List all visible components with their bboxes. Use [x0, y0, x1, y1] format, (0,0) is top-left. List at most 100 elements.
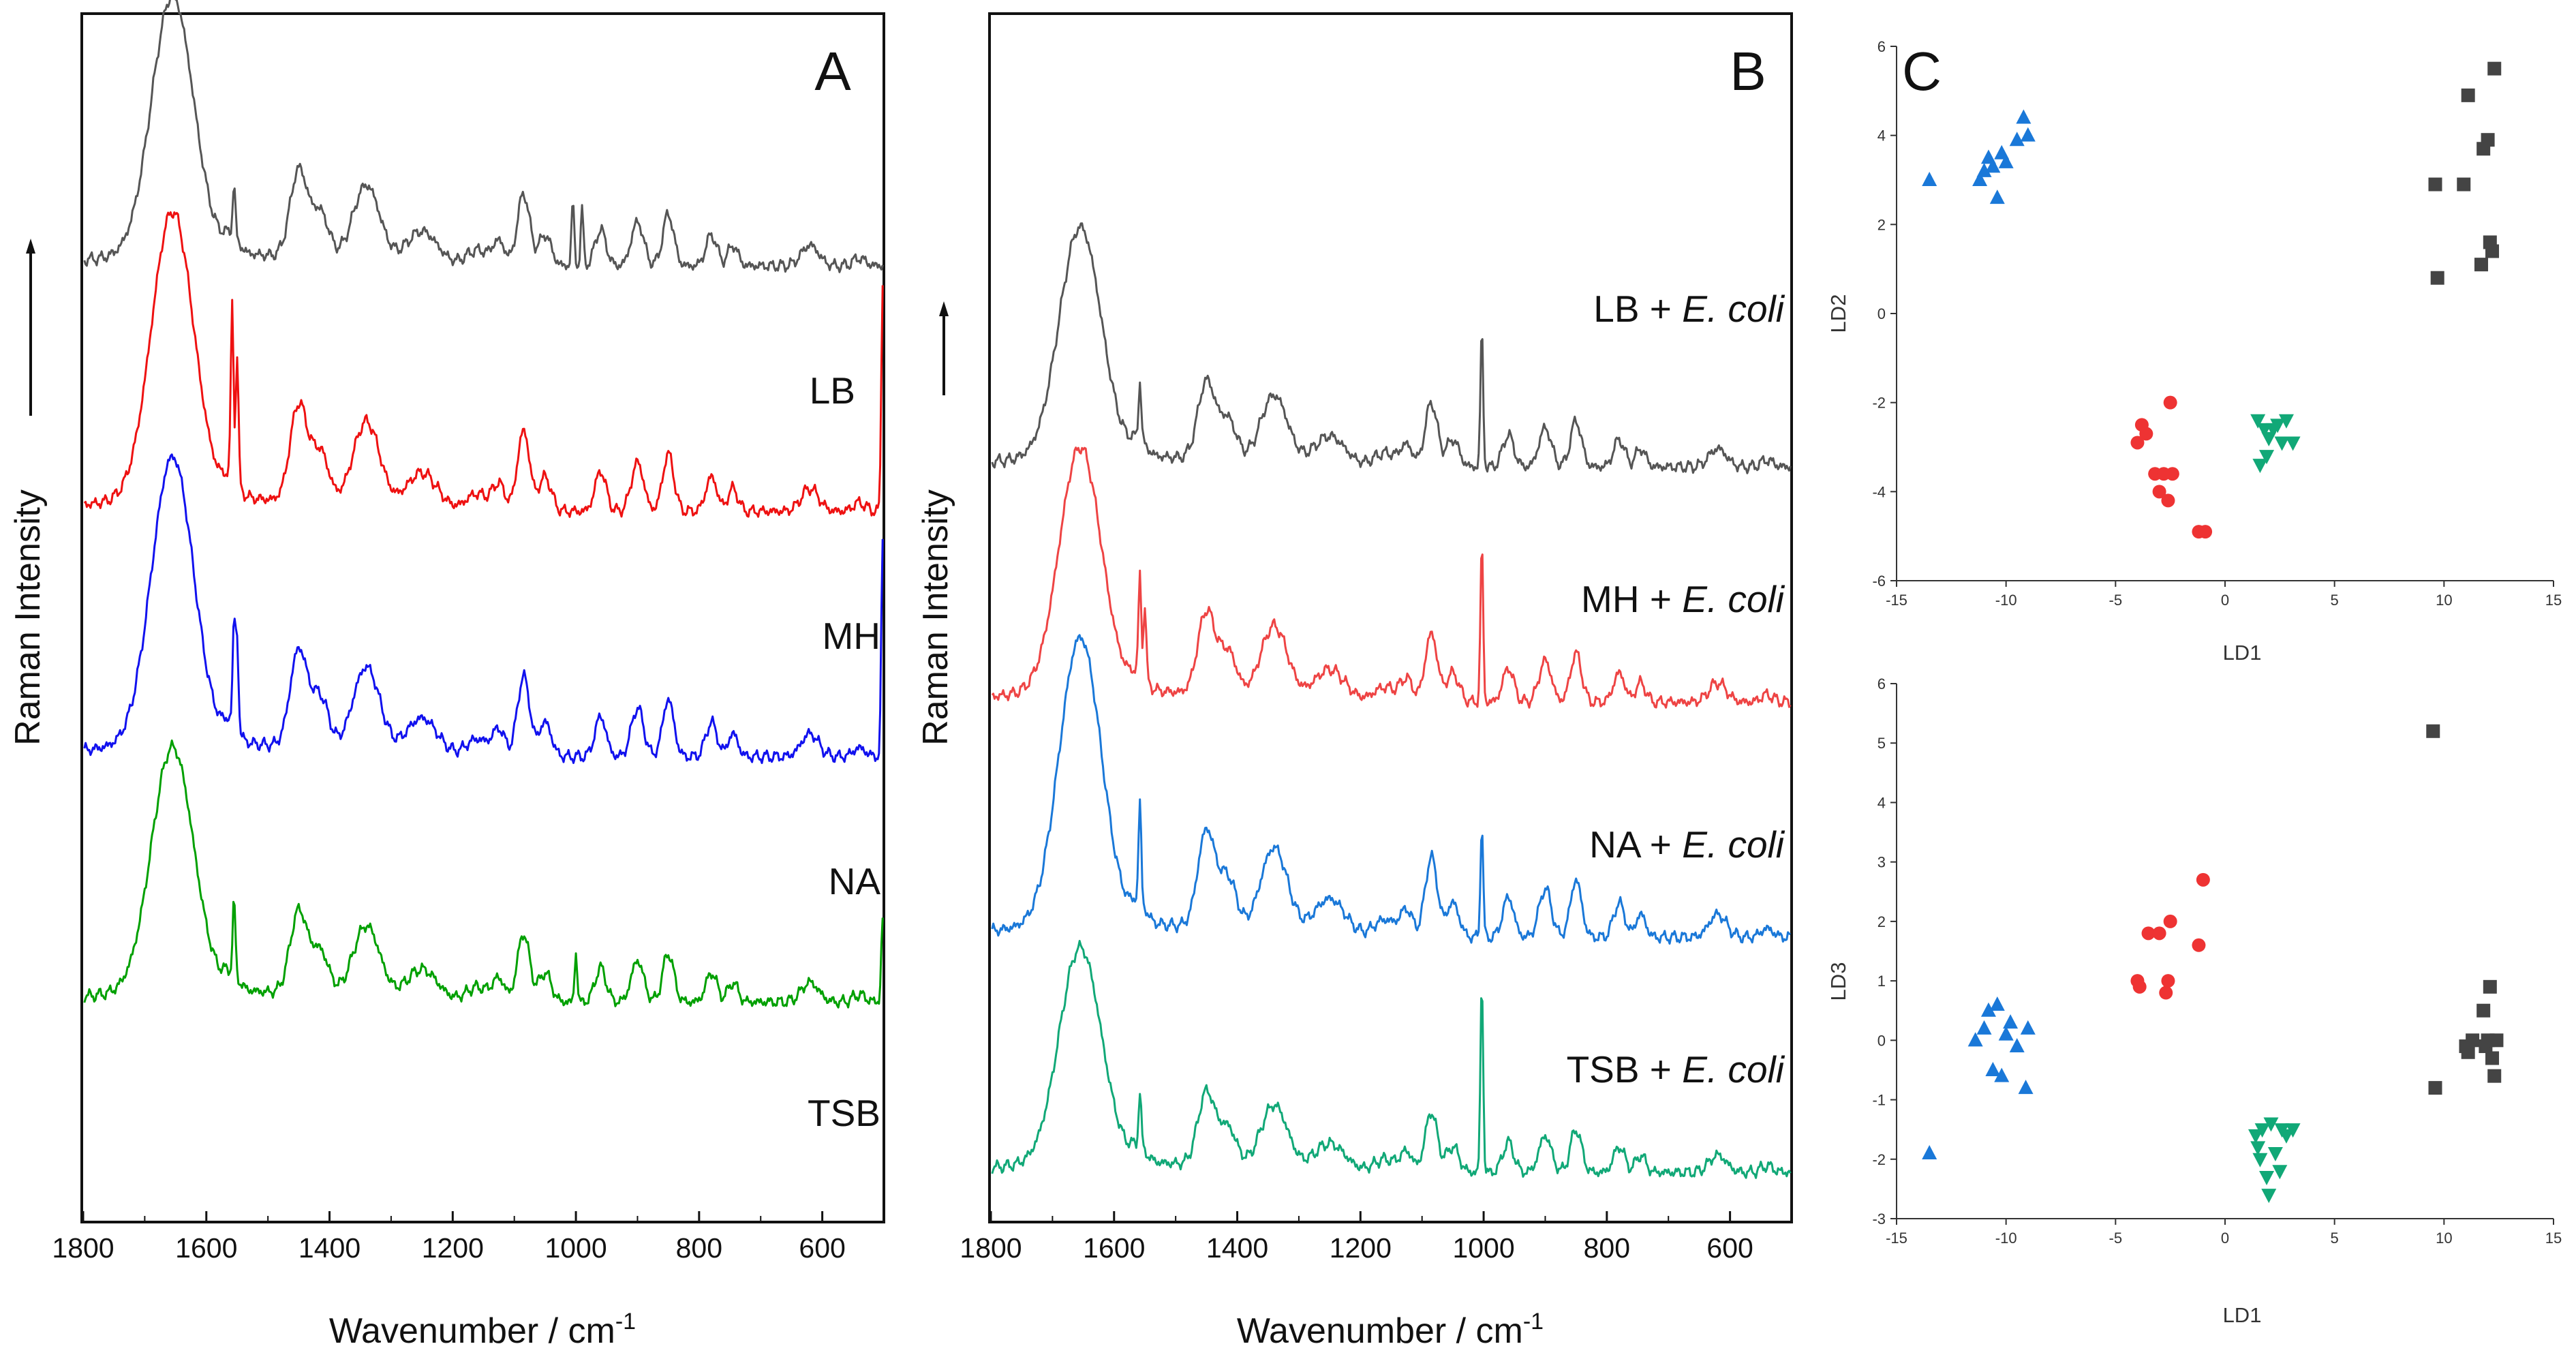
scatter-point-red [2198, 525, 2213, 539]
y-tick-label: -1 [1872, 1092, 1886, 1109]
x-tick-label: 15 [2545, 1230, 2562, 1247]
scatter-point-red [2141, 926, 2156, 941]
panel-a-x-label-sup: -1 [615, 1309, 636, 1335]
x-tick-label: 600 [1706, 1232, 1753, 1264]
x-tick-label: 15 [2545, 592, 2562, 609]
y-tick-label: -2 [1872, 395, 1886, 412]
x-tick-label: 800 [1584, 1232, 1630, 1264]
scatter-point-gray [2426, 724, 2440, 738]
scatter-point-blue [2020, 1020, 2036, 1035]
x-tick-label: 5 [2331, 1230, 2339, 1247]
y-tick-label: 1 [1877, 973, 1886, 990]
panel-b-traces [991, 222, 1792, 1179]
panel-b-label-na-main: NA + [1589, 823, 1682, 866]
scatter-point-blue [1922, 1145, 1937, 1160]
spectrum-line-mh-e-coli [991, 446, 1792, 709]
scatter-point-red [2130, 436, 2145, 450]
panel-b-y-label: Raman Intensity [916, 489, 955, 746]
scatter-point-green [2274, 436, 2290, 451]
panel-a: A 1800 1600 1400 1200 1000 800 600 LB MH NA TS… [8, 0, 885, 1351]
panel-b-label-lb-main: LB + [1593, 288, 1682, 330]
panel-b-label-na-italic: E. coli [1682, 823, 1785, 866]
y-tick-label: 3 [1877, 854, 1886, 871]
x-tick-label: 1000 [1452, 1232, 1514, 1264]
scatter-point-blue [1980, 1002, 1996, 1017]
panel-a-label-na: NA [829, 860, 881, 902]
y-tick-label: 6 [1877, 38, 1886, 55]
scatter-point-blue [2009, 132, 2025, 147]
x-tick-label: 0 [2221, 592, 2229, 609]
panel-b-letter: B [1730, 41, 1766, 102]
scatter-point-green [2272, 1165, 2288, 1180]
scatter-point-red [2165, 467, 2179, 481]
scatter-point-green [2250, 414, 2266, 429]
scatter-point-green [2263, 1117, 2279, 1132]
scatter-point-blue [2018, 1080, 2034, 1095]
x-tick-label: 1400 [298, 1232, 361, 1264]
panel-c-letter: C [1902, 41, 1942, 102]
scatter-point-blue [1994, 1067, 2010, 1082]
panel-b-x-label: Wavenumber / cm-1 [1237, 1309, 1544, 1351]
panel-c-upper-axes: -15 -10 -5 0 5 10 15 -6 -4 -2 0 2 4 6 [1872, 38, 2562, 609]
scatter-point-gray [2485, 244, 2500, 258]
scatter-point-blue [1972, 172, 1988, 186]
y-tick-label: 4 [1877, 794, 1886, 811]
scatter-point-green [2259, 450, 2275, 465]
x-tick-label: 1600 [175, 1232, 237, 1264]
scatter-point-gray [2428, 1081, 2442, 1095]
panel-a-x-label-text: Wavenumber / cm [329, 1311, 615, 1351]
scatter-point-green [2270, 418, 2286, 433]
scatter-point-red [2132, 979, 2147, 994]
panel-c-upper-y-label: LD2 [1826, 294, 1850, 333]
scatter-point-red [2159, 986, 2173, 1000]
panel-a-label-tsb: TSB [808, 1092, 880, 1134]
scatter-point-gray [2457, 177, 2471, 192]
panel-b-x-label-sup: -1 [1523, 1309, 1544, 1335]
spectrum-line-na [83, 453, 884, 764]
panel-b-frame [988, 12, 1793, 1223]
panel-a-label-lb: LB [810, 369, 855, 412]
scatter-point-red [2152, 926, 2166, 941]
x-tick-label: 1200 [422, 1232, 484, 1264]
panel-c-lower-x-label: LD1 [2223, 1303, 2262, 1327]
x-tick-label: -5 [2109, 1230, 2123, 1247]
scatter-point-red [2192, 938, 2206, 952]
y-tick-label: 5 [1877, 735, 1886, 752]
x-tick-label: 1200 [1330, 1232, 1392, 1264]
scatter-point-gray [2481, 133, 2495, 147]
panel-b-label-tsb-main: TSB + [1567, 1048, 1683, 1091]
scatter-point-red [2161, 974, 2175, 988]
x-tick-label: 800 [676, 1232, 722, 1264]
scatter-point-blue [1985, 158, 2001, 173]
panel-b-y-axis-label: Raman Intensity [916, 301, 955, 746]
scatter-point-red [2163, 395, 2177, 410]
panel-b-x-ticks: 1800 1600 1400 1200 1000 800 600 [960, 1211, 1753, 1264]
scatter-point-gray [2477, 1003, 2491, 1018]
y-tick-label: -3 [1872, 1210, 1886, 1228]
y-tick-label: 0 [1877, 1032, 1886, 1049]
panel-b-label-na: NA + E. coli [1589, 823, 1785, 866]
x-tick-label: -15 [1886, 1230, 1907, 1247]
x-tick-label: 1400 [1206, 1232, 1268, 1264]
scatter-point-green [2252, 1153, 2268, 1168]
scatter-point-blue [2020, 127, 2036, 142]
x-tick-label: 1800 [52, 1232, 114, 1264]
panel-a-y-axis-label: Raman Intensity [8, 239, 48, 746]
panel-b-y-arrow-head [939, 301, 949, 316]
scatter-point-blue [1989, 996, 2005, 1011]
panel-b-label-tsb: TSB + E. coli [1567, 1048, 1785, 1091]
spectrum-line-mh [83, 211, 884, 518]
scatter-point-gray [2483, 979, 2497, 994]
scatter-point-gray [2474, 258, 2488, 272]
x-tick-label: -5 [2109, 592, 2123, 609]
scatter-point-gray [2461, 1045, 2475, 1059]
scatter-point-gray [2428, 177, 2442, 192]
y-tick-label: -4 [1872, 483, 1886, 500]
scatter-point-gray [2430, 271, 2444, 285]
scatter-point-gray [2487, 1069, 2502, 1083]
panel-b-label-tsb-italic: E. coli [1682, 1048, 1785, 1091]
scatter-point-gray [2461, 88, 2475, 102]
x-tick-label: 5 [2331, 592, 2339, 609]
